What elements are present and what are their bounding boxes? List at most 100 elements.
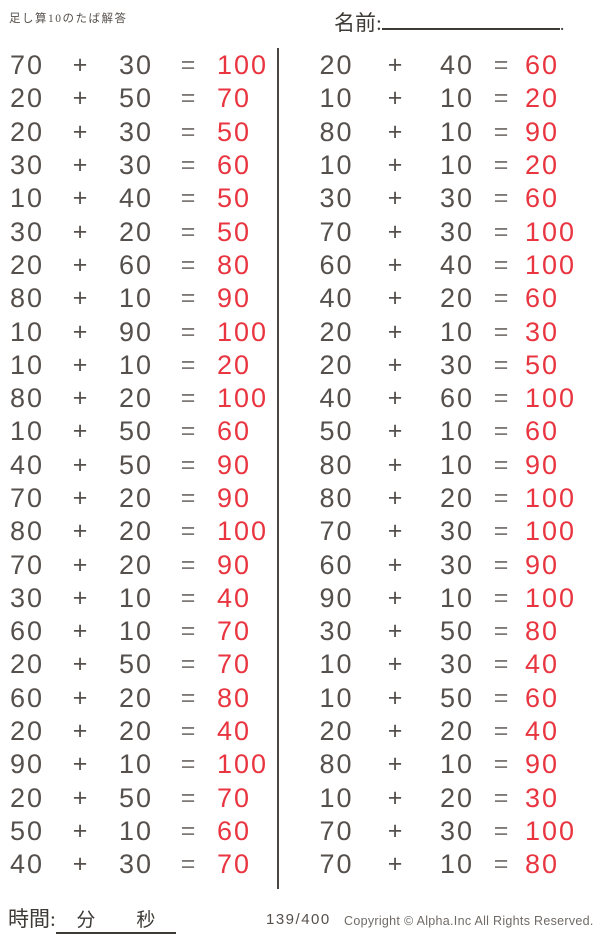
plus-sign: + (387, 450, 405, 479)
addend-1: 10 (319, 83, 354, 114)
addend-1: 10 (9, 416, 45, 447)
addend-1: 60 (319, 549, 354, 580)
addend-2: 10 (439, 449, 475, 480)
addend-1: 80 (9, 516, 45, 547)
addend-1: 90 (319, 582, 354, 613)
minutes-label: 分 (76, 910, 96, 931)
problem-row: 20 +50 = 70 (0, 82, 278, 115)
addend-1: 80 (319, 749, 354, 780)
name-label: 名前: (334, 11, 382, 35)
plus-sign: + (72, 151, 90, 180)
equals-sign: = (493, 350, 511, 379)
problem-row: 20 +10 = 30 (309, 315, 600, 348)
addend-2: 10 (118, 815, 154, 846)
equals-sign: = (180, 350, 198, 379)
addend-2: 10 (439, 83, 475, 114)
answer-value: 60 (217, 150, 252, 181)
plus-sign: + (387, 284, 405, 313)
addend-1: 80 (9, 283, 45, 314)
plus-sign: + (387, 417, 405, 446)
plus-sign: + (72, 650, 90, 679)
addend-1: 70 (9, 50, 45, 81)
addend-2: 10 (439, 416, 475, 447)
problem-row: 30 +30 = 60 (309, 182, 600, 215)
addend-1: 10 (9, 316, 45, 347)
answer-value: 90 (525, 749, 560, 780)
equals-sign: = (493, 51, 511, 80)
problem-row: 80 +10 = 90 (309, 116, 600, 149)
seconds-label: 秒 (136, 910, 156, 931)
answer-value: 100 (525, 249, 577, 280)
equals-sign: = (180, 384, 198, 413)
equals-sign: = (493, 250, 511, 279)
equals-sign: = (180, 184, 198, 213)
equals-sign: = (493, 151, 511, 180)
problem-row: 50 +10 = 60 (309, 415, 600, 448)
plus-sign: + (72, 350, 90, 379)
answer-value: 100 (525, 383, 577, 414)
plus-sign: + (387, 51, 405, 80)
problem-row: 40 +50 = 90 (0, 449, 278, 482)
answer-value: 100 (217, 50, 269, 81)
equals-sign: = (180, 84, 198, 113)
addend-2: 30 (118, 150, 154, 181)
answer-value: 20 (217, 349, 252, 380)
plus-sign: + (387, 350, 405, 379)
problem-row: 10 +20 = 30 (309, 782, 600, 815)
addend-2: 90 (118, 316, 154, 347)
plus-sign: + (387, 117, 405, 146)
equals-sign: = (180, 151, 198, 180)
name-field: 名前:. (334, 6, 564, 37)
plus-sign: + (72, 783, 90, 812)
addend-2: 40 (118, 183, 154, 214)
plus-sign: + (387, 317, 405, 346)
addend-2: 20 (118, 549, 154, 580)
answer-value: 90 (525, 449, 560, 480)
problem-row: 80 +20 = 100 (0, 515, 278, 548)
addend-1: 70 (9, 549, 45, 580)
answer-value: 40 (525, 716, 560, 747)
answer-value: 90 (217, 283, 252, 314)
addend-1: 10 (319, 782, 354, 813)
problem-row: 70 +30 = 100 (0, 49, 278, 82)
answer-value: 70 (217, 616, 252, 647)
addend-2: 20 (118, 682, 154, 713)
plus-sign: + (72, 417, 90, 446)
plus-sign: + (72, 583, 90, 612)
problem-row: 10 +90 = 100 (0, 315, 278, 348)
plus-sign: + (387, 184, 405, 213)
addend-2: 50 (118, 416, 154, 447)
equals-sign: = (493, 683, 511, 712)
equals-sign: = (493, 850, 511, 879)
answer-value: 40 (217, 716, 252, 747)
copyright-notice: Copyright © Alpha.Inc All Rights Reserve… (344, 914, 594, 928)
addend-2: 40 (439, 249, 475, 280)
addend-1: 30 (319, 616, 354, 647)
addend-1: 20 (319, 716, 354, 747)
equals-sign: = (493, 617, 511, 646)
addend-2: 10 (118, 349, 154, 380)
addend-1: 10 (319, 150, 354, 181)
problem-row: 10 +10 = 20 (0, 349, 278, 382)
problem-row: 60 +20 = 80 (0, 682, 278, 715)
equals-sign: = (180, 484, 198, 512)
addend-1: 20 (9, 649, 45, 680)
addend-2: 20 (118, 483, 154, 513)
problem-row: 50 +10 = 60 (0, 815, 278, 848)
addend-1: 20 (9, 116, 45, 147)
plus-sign: + (72, 317, 90, 346)
problem-row: 60 +30 = 90 (309, 548, 600, 581)
addend-1: 30 (9, 216, 45, 247)
problem-row: 80 +10 = 90 (309, 449, 600, 482)
plus-sign: + (72, 816, 90, 845)
plus-sign: + (387, 250, 405, 279)
problem-row: 70 +30 = 100 (309, 215, 600, 248)
answer-value: 50 (217, 116, 252, 147)
equals-sign: = (180, 51, 198, 80)
plus-sign: + (72, 184, 90, 213)
column-divider (277, 48, 279, 889)
plus-sign: + (387, 850, 405, 879)
addend-1: 40 (9, 849, 45, 880)
answer-value: 80 (525, 616, 560, 647)
addend-2: 30 (439, 516, 475, 547)
